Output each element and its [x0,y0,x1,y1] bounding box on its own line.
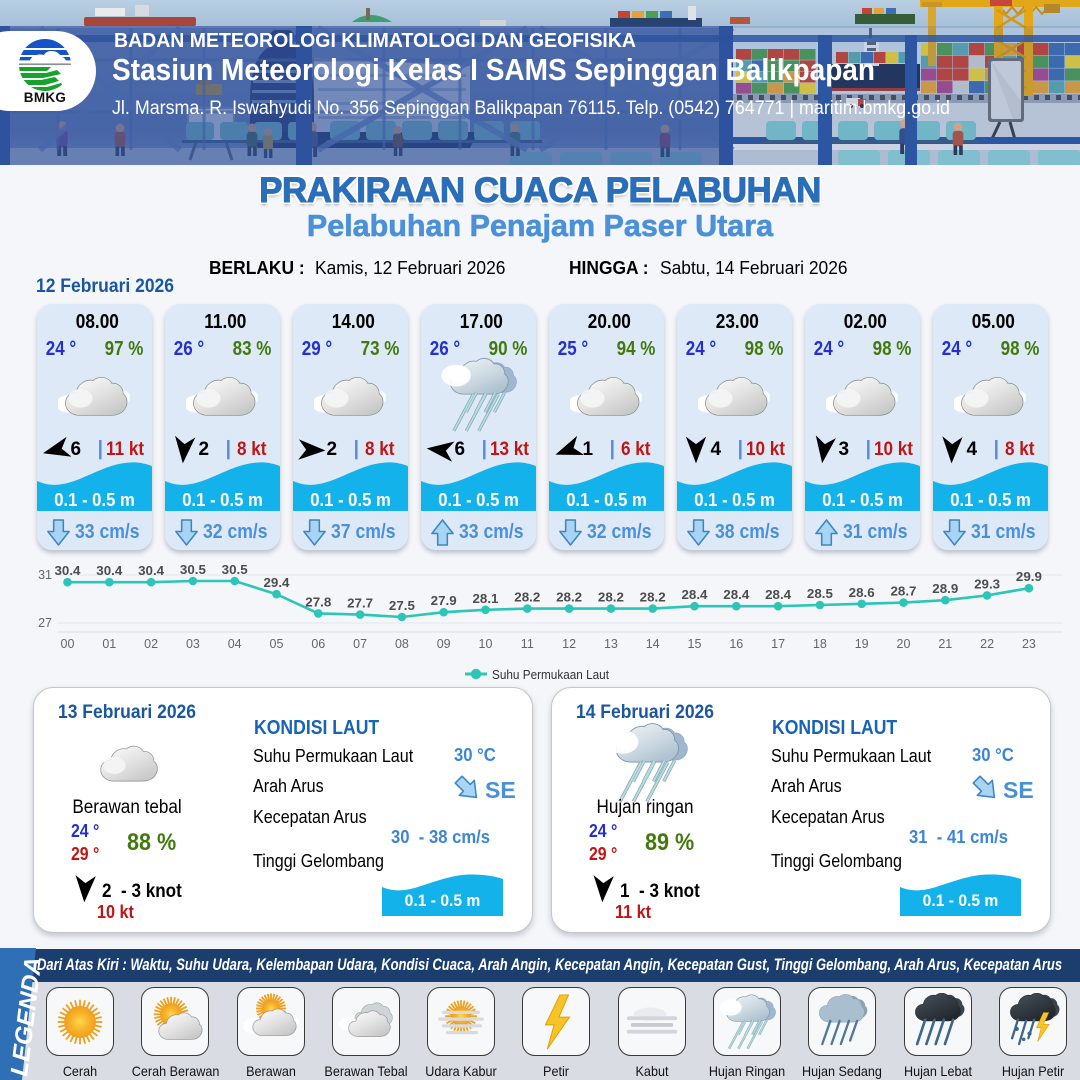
svg-text:30.4: 30.4 [55,564,81,578]
svg-text:28.1: 28.1 [473,592,499,606]
svg-text:13: 13 [604,637,618,651]
svg-text:21: 21 [938,637,952,651]
svg-text:08: 08 [395,637,409,651]
svg-text:18: 18 [813,637,827,651]
svg-text:09: 09 [437,637,451,651]
svg-text:14: 14 [646,637,660,651]
svg-text:27.8: 27.8 [305,595,331,609]
svg-text:03: 03 [186,637,200,651]
svg-text:12: 12 [562,637,576,651]
svg-text:28.4: 28.4 [723,588,749,602]
svg-text:27.7: 27.7 [347,597,373,611]
svg-text:00: 00 [61,637,75,651]
svg-text:29.9: 29.9 [1016,570,1042,584]
svg-text:11: 11 [521,637,534,651]
svg-text:30.5: 30.5 [222,563,248,577]
svg-text:28.7: 28.7 [891,585,917,599]
svg-text:07: 07 [353,637,367,651]
svg-text:27: 27 [38,616,52,630]
svg-text:Suhu Permukaan Laut: Suhu Permukaan Laut [492,667,609,682]
svg-text:04: 04 [228,637,242,651]
svg-text:30.5: 30.5 [180,563,206,577]
svg-text:01: 01 [102,637,116,651]
svg-text:28.4: 28.4 [765,588,791,602]
svg-text:17: 17 [771,637,785,651]
svg-text:28.2: 28.2 [556,591,582,605]
svg-text:28.9: 28.9 [932,582,958,596]
svg-text:28.5: 28.5 [807,587,833,601]
svg-text:06: 06 [311,637,325,651]
svg-text:20: 20 [897,637,911,651]
svg-text:19: 19 [855,637,869,651]
svg-text:27.9: 27.9 [431,594,457,608]
svg-text:27.5: 27.5 [389,599,415,613]
svg-text:29.3: 29.3 [974,577,1000,591]
svg-text:28.6: 28.6 [849,586,875,600]
svg-text:16: 16 [729,637,743,651]
svg-text:28.2: 28.2 [640,591,666,605]
svg-text:23: 23 [1022,637,1036,651]
svg-text:02: 02 [144,637,158,651]
svg-text:30.4: 30.4 [138,564,164,578]
svg-text:05: 05 [270,637,284,651]
svg-text:30.4: 30.4 [96,564,122,578]
svg-text:15: 15 [688,637,702,651]
svg-text:28.2: 28.2 [514,591,540,605]
svg-text:29.4: 29.4 [264,576,290,590]
svg-text:10: 10 [479,637,493,651]
svg-text:28.4: 28.4 [682,588,708,602]
svg-text:22: 22 [980,637,994,651]
svg-text:31: 31 [38,568,52,582]
svg-text:28.2: 28.2 [598,591,624,605]
